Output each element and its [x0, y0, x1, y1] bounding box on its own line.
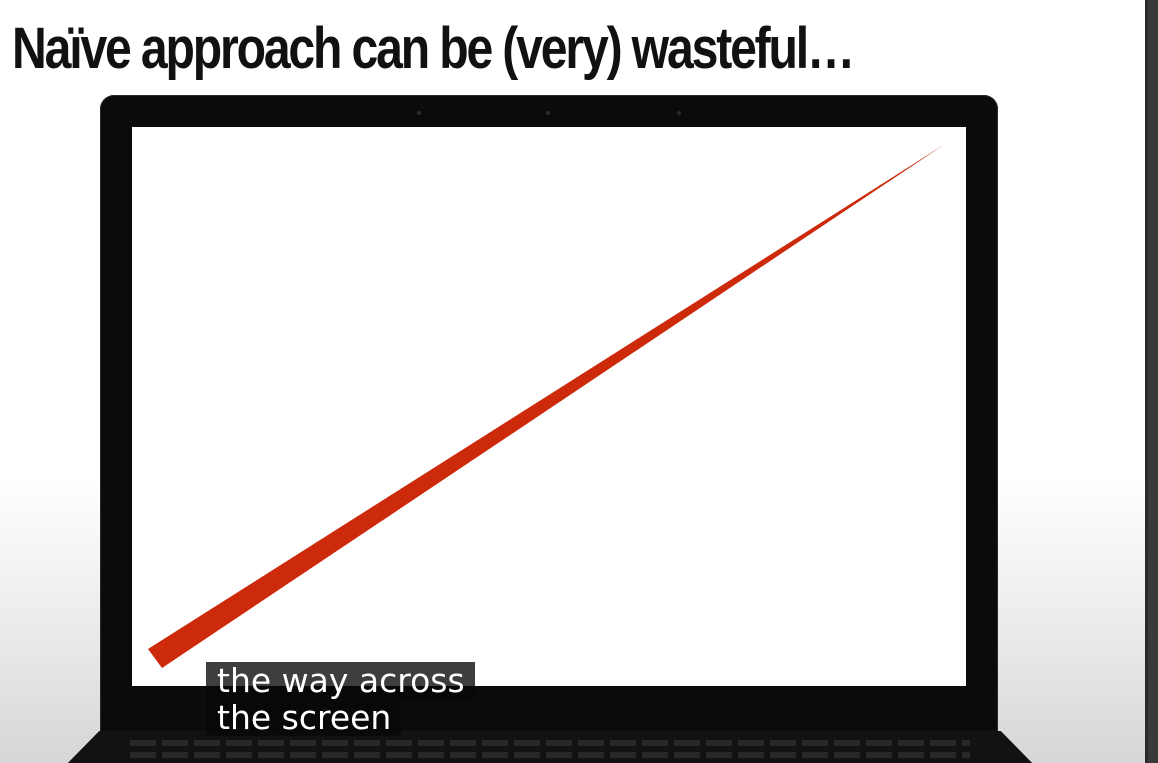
caption-line: the way across — [206, 662, 475, 699]
camera-sensor-right — [677, 111, 681, 115]
camera-sensor-left — [417, 111, 421, 115]
scrollbar-track[interactable] — [1148, 0, 1158, 763]
closed-caption: the way across the screen — [206, 662, 475, 736]
keyboard-keys-row — [130, 740, 970, 746]
screen-drawing — [148, 144, 945, 668]
caption-line: the screen — [206, 699, 402, 736]
thin-red-line-triangle — [148, 144, 945, 668]
player-side-edge — [1145, 0, 1158, 763]
keyboard-keys-row — [130, 752, 970, 758]
slide-title: Naïve approach can be (very) wasteful… — [12, 16, 855, 81]
laptop-screen — [132, 127, 966, 686]
camera-lens — [546, 111, 550, 115]
